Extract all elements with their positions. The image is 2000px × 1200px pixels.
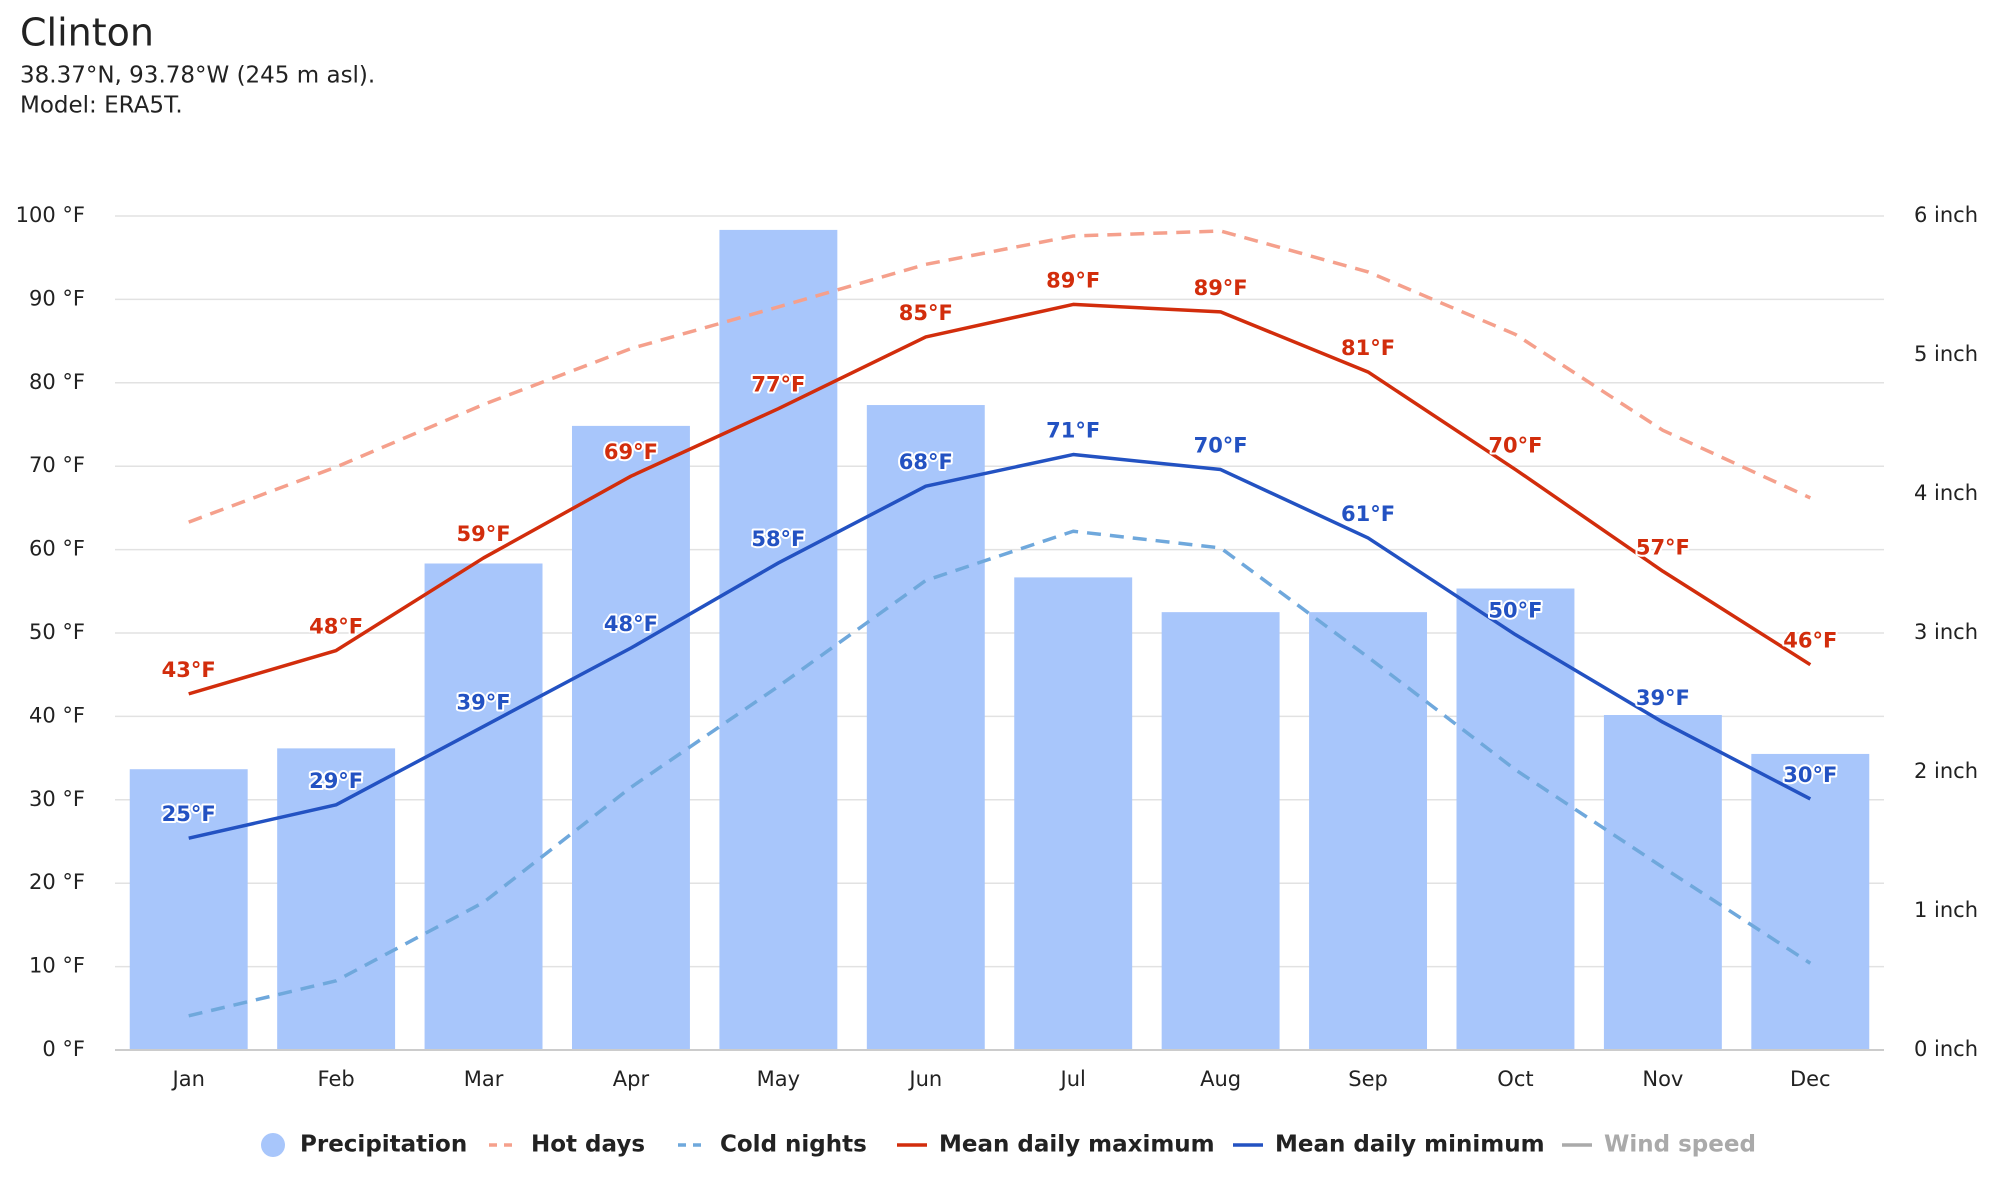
bar (277, 748, 396, 1050)
bar (719, 229, 838, 1050)
y-tick-label: 0 °F (42, 1037, 85, 1061)
data-label: 71°F (1046, 419, 1100, 443)
x-tick-label: Aug (1200, 1067, 1241, 1091)
bar (571, 425, 690, 1050)
line (188, 229, 1812, 524)
legend-label[interactable]: Wind speed (1604, 1132, 1756, 1158)
x-tick-label: Feb (318, 1067, 355, 1091)
data-label: 85°F (899, 301, 953, 325)
y-tick-label: 70 °F (29, 453, 85, 477)
y2-tick-label: 1 inch (1914, 898, 1978, 922)
data-label: 58°F (751, 527, 805, 551)
data-label: 89°F (1194, 276, 1248, 300)
bar (1014, 577, 1133, 1050)
data-label: 81°F (1341, 336, 1395, 360)
y2-tick-label: 5 inch (1914, 342, 1978, 366)
line (188, 302, 1812, 696)
legend-label[interactable]: Precipitation (300, 1132, 467, 1158)
y-tick-label: 100 °F (16, 203, 85, 227)
x-tick-label: Nov (1642, 1067, 1683, 1091)
legend-symbol (261, 1133, 285, 1157)
line (188, 452, 1812, 840)
data-label: 61°F (1341, 502, 1395, 526)
bar (129, 769, 248, 1050)
bar (1603, 715, 1722, 1050)
y-tick-label: 60 °F (29, 537, 85, 561)
bar (424, 563, 543, 1050)
bar (1751, 753, 1870, 1050)
data-label: 70°F (1488, 434, 1542, 458)
x-tick-label: Sep (1348, 1067, 1388, 1091)
x-tick-label: Jan (171, 1067, 205, 1091)
data-label: 48°F (604, 612, 658, 636)
data-label: 29°F (309, 769, 363, 793)
subtitle: Model: ERA5T. (20, 93, 183, 119)
legend-label[interactable]: Mean daily minimum (1275, 1132, 1545, 1158)
y2-tick-label: 3 inch (1914, 620, 1978, 644)
y-tick-label: 10 °F (29, 954, 85, 978)
y-tick-label: 20 °F (29, 870, 85, 894)
y-tick-label: 30 °F (29, 787, 85, 811)
data-label: 39°F (457, 690, 511, 714)
y-tick-label: 80 °F (29, 370, 85, 394)
line (188, 529, 1812, 1018)
subtitle: 38.37°N, 93.78°W (245 m asl). (20, 63, 375, 89)
x-tick-label: Apr (613, 1067, 650, 1091)
chart-title: Clinton (20, 11, 154, 55)
bar (866, 405, 985, 1050)
data-label: 59°F (457, 522, 511, 546)
data-label: 39°F (1636, 686, 1690, 710)
bar (1456, 588, 1575, 1050)
data-label: 25°F (162, 802, 216, 826)
data-label: 57°F (1636, 535, 1690, 559)
data-label: 46°F (1783, 629, 1837, 653)
data-label: 70°F (1194, 434, 1248, 458)
data-label: 68°F (899, 450, 953, 474)
x-tick-label: Oct (1497, 1067, 1533, 1091)
x-tick-label: Dec (1790, 1067, 1831, 1091)
x-tick-label: Jul (1059, 1067, 1086, 1091)
legend-label[interactable]: Mean daily maximum (939, 1132, 1215, 1158)
data-label: 30°F (1783, 763, 1837, 787)
legend-label[interactable]: Cold nights (720, 1132, 867, 1158)
legend-label[interactable]: Hot days (531, 1132, 645, 1158)
data-label: 77°F (751, 373, 805, 397)
x-tick-label: Jun (907, 1067, 942, 1091)
x-tick-label: May (757, 1067, 800, 1091)
data-label: 69°F (604, 440, 658, 464)
y2-tick-label: 2 inch (1914, 759, 1978, 783)
y-tick-label: 90 °F (29, 286, 85, 310)
y2-tick-label: 6 inch (1914, 203, 1978, 227)
data-label: 48°F (309, 615, 363, 639)
x-tick-label: Mar (464, 1067, 504, 1091)
y2-tick-label: 4 inch (1914, 481, 1978, 505)
data-label: 43°F (162, 658, 216, 682)
bar (1309, 612, 1428, 1050)
data-label: 89°F (1046, 268, 1100, 292)
y-tick-label: 40 °F (29, 703, 85, 727)
data-label: 50°F (1488, 599, 1542, 623)
y-tick-label: 50 °F (29, 620, 85, 644)
bar (1161, 612, 1280, 1050)
y2-tick-label: 0 inch (1914, 1037, 1978, 1061)
